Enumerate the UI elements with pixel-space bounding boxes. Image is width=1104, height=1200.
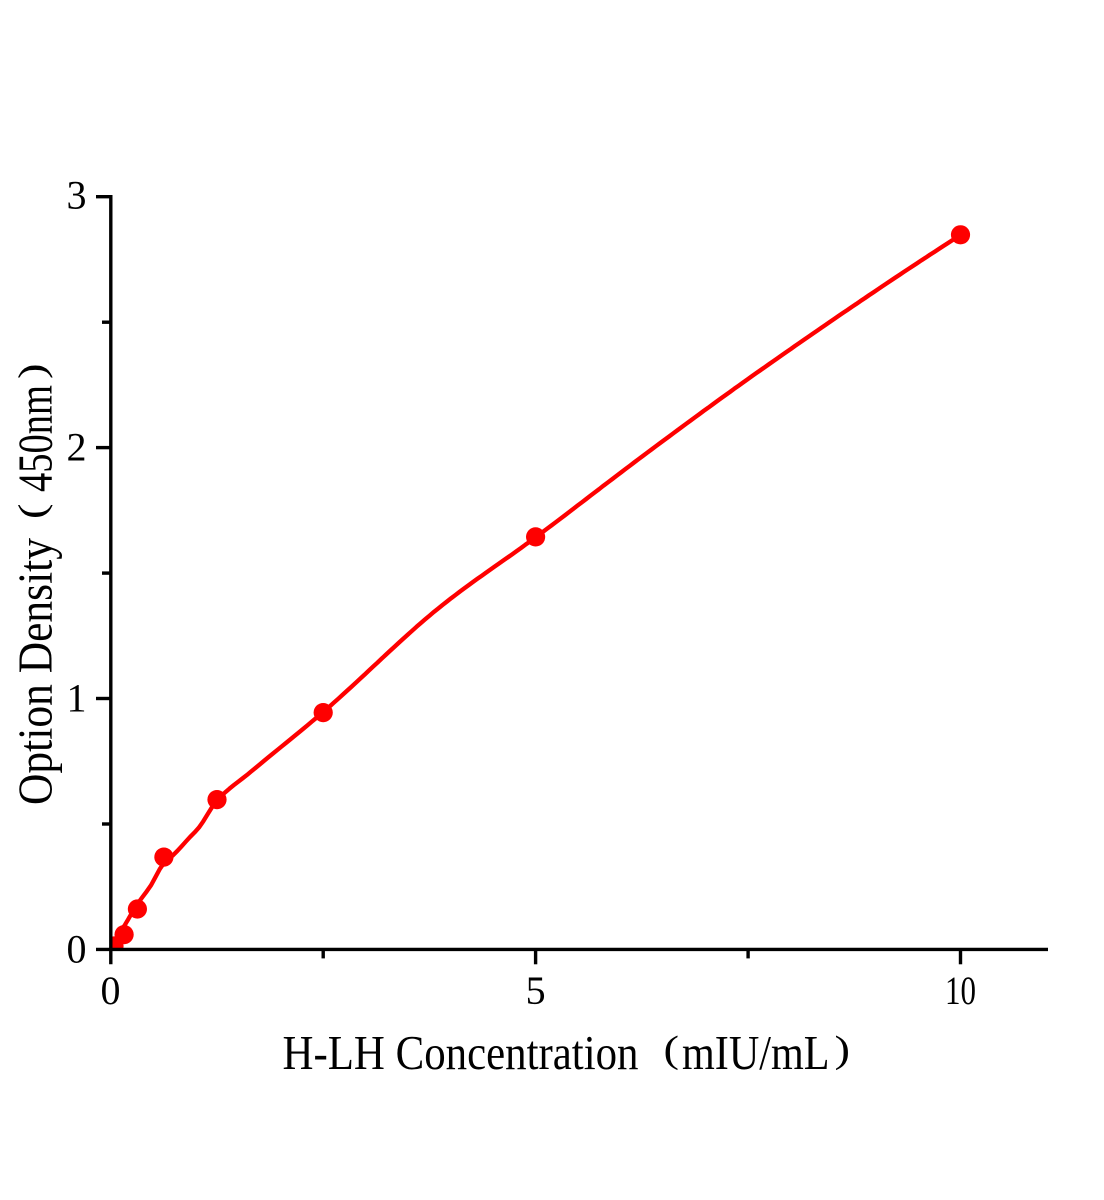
svg-text:450nm: 450nm (8, 385, 63, 492)
svg-text:(: ( (664, 1029, 680, 1071)
svg-text:3: 3 (67, 172, 87, 217)
svg-text:1: 1 (67, 676, 87, 721)
svg-text:mIU/mL: mIU/mL (682, 1025, 830, 1080)
svg-text:5: 5 (526, 968, 546, 1013)
svg-text:0: 0 (67, 926, 87, 971)
svg-text:10: 10 (945, 968, 976, 1013)
svg-text:0: 0 (101, 968, 121, 1013)
svg-text:): ) (12, 364, 54, 380)
svg-text:H-LH Concentration: H-LH Concentration (283, 1025, 639, 1080)
svg-text:(: ( (12, 504, 54, 520)
svg-text:2: 2 (67, 425, 87, 470)
svg-text:): ) (835, 1029, 851, 1071)
svg-text:Option Density: Option Density (8, 538, 63, 805)
